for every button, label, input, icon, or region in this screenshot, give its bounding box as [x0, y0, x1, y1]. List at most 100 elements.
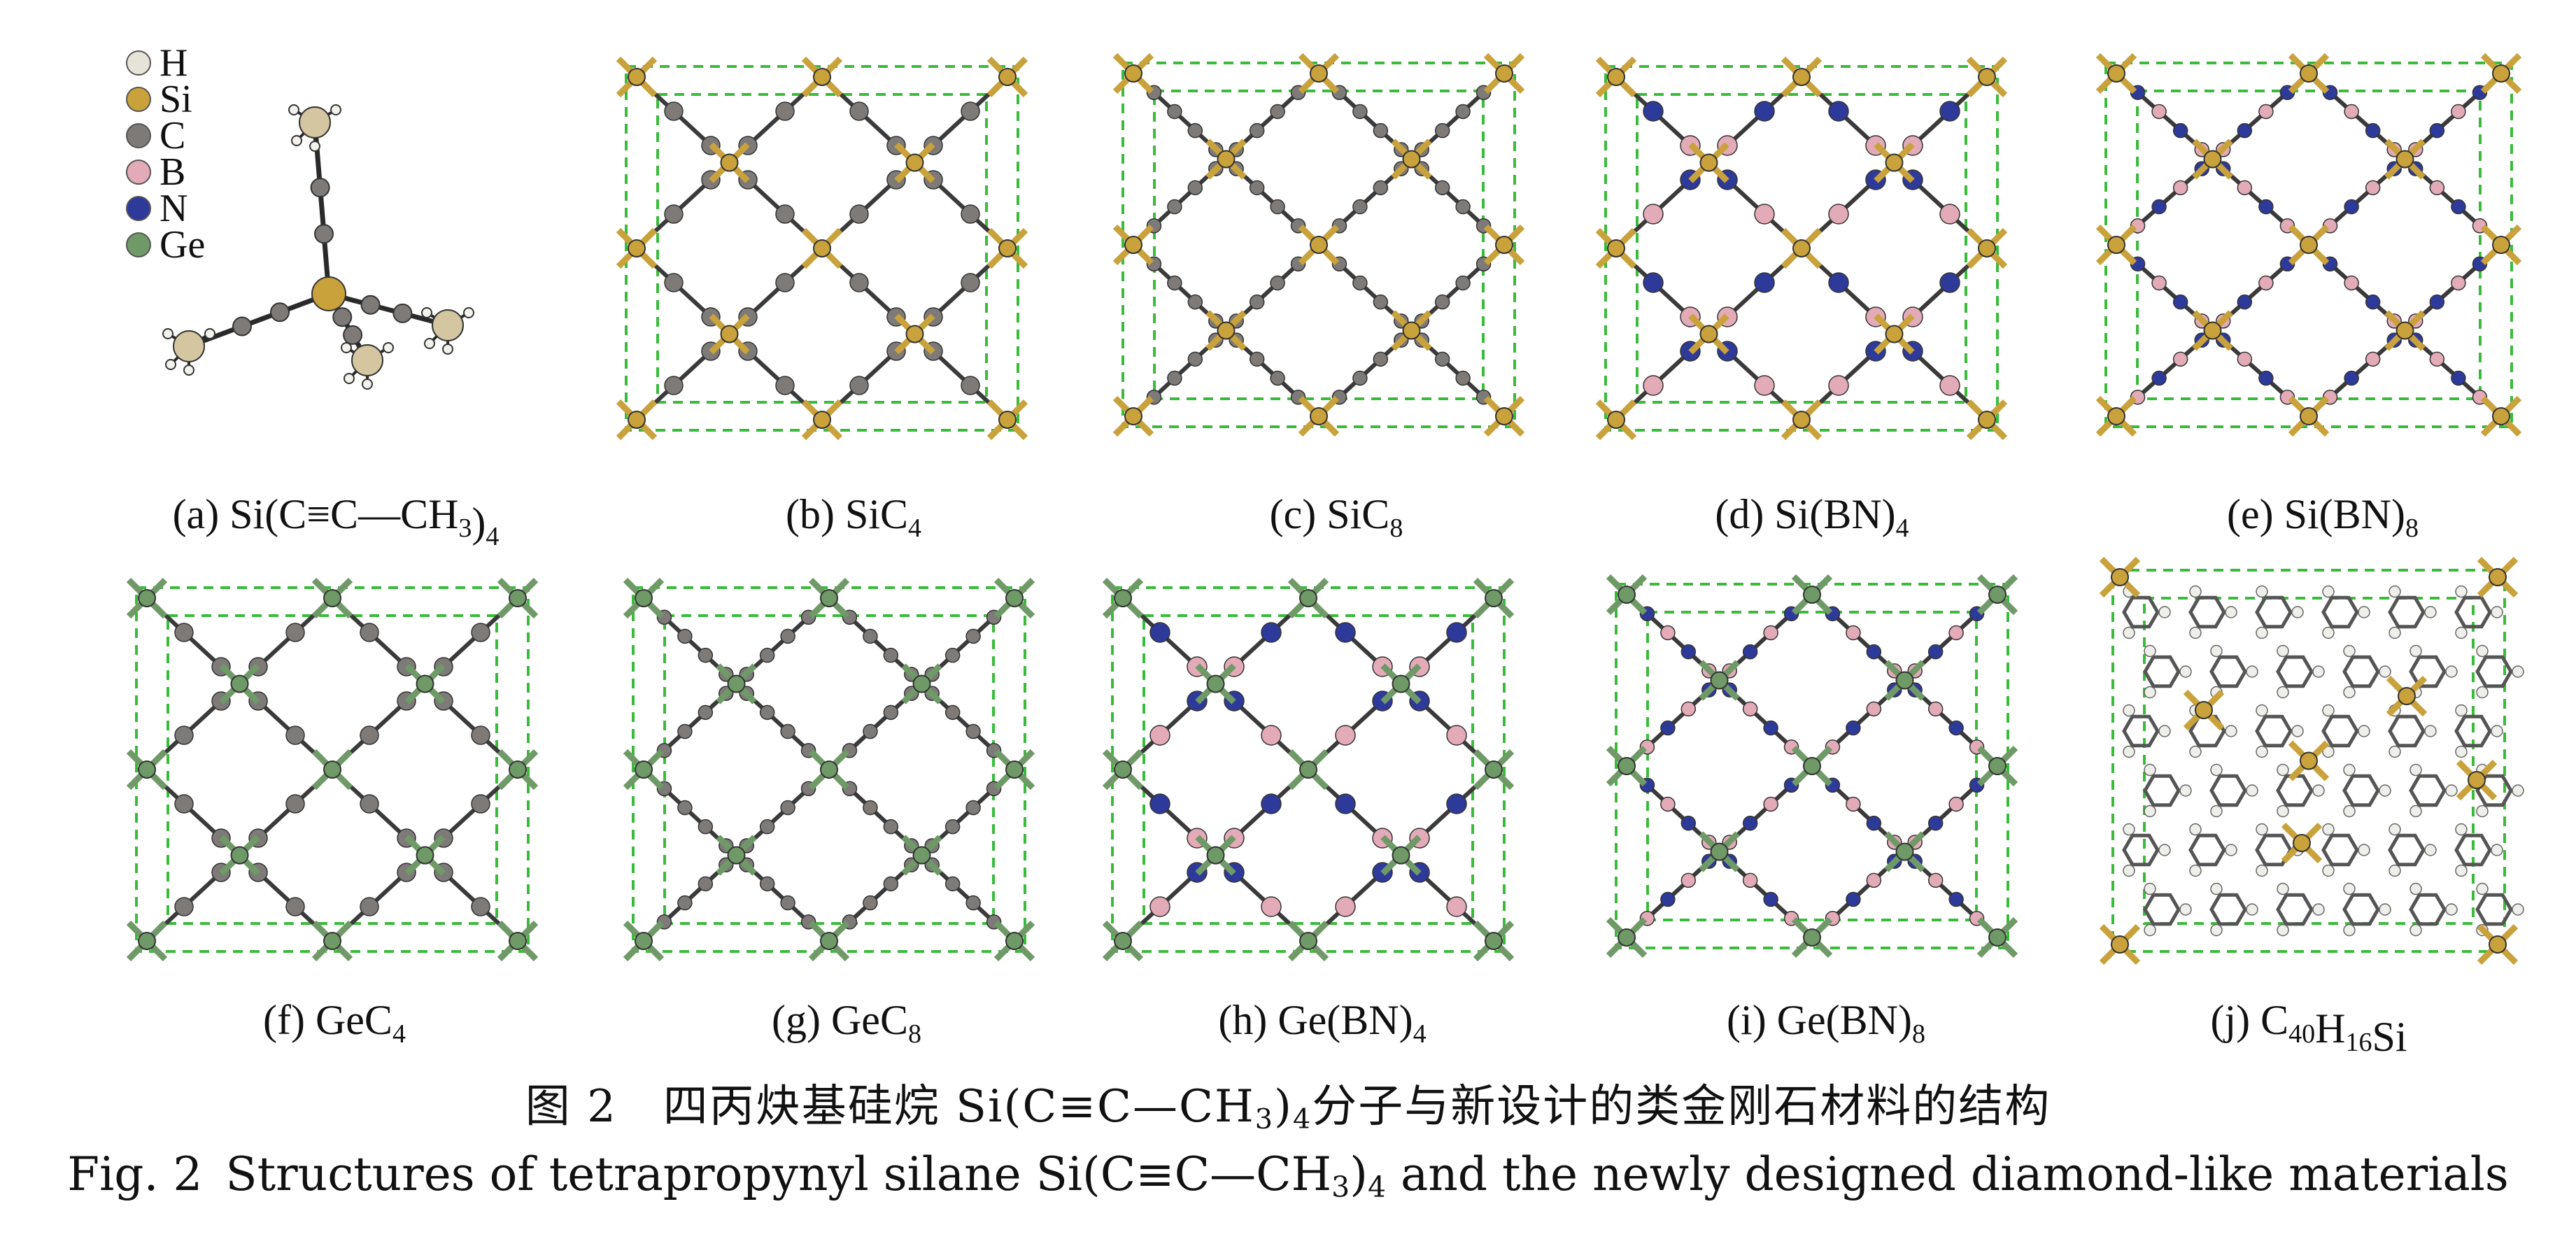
node-atom [416, 846, 434, 865]
chain-atom [863, 723, 878, 739]
chain-atom [944, 819, 961, 835]
benzene-ring [2342, 893, 2380, 926]
node-atom [1803, 928, 1821, 947]
chain-atom [1446, 896, 1467, 917]
chain-atom [1249, 294, 1265, 310]
chain-atom [1373, 180, 1389, 196]
chain-atom [849, 101, 869, 121]
node-atom [2489, 568, 2507, 586]
benzene-ring [2209, 655, 2247, 688]
unit-cell-outer [135, 586, 530, 953]
chain-atom [1187, 351, 1203, 367]
chain-atom [1446, 793, 1467, 814]
chain-atom [677, 800, 693, 816]
chain-atom [1335, 793, 1356, 814]
carbon-atom [314, 224, 334, 244]
chain-atom [1643, 101, 1664, 122]
chain-atom [1660, 891, 1676, 907]
hydrogen-atom [2343, 805, 2356, 818]
node-atom [138, 760, 156, 779]
chain-atom [2258, 275, 2274, 291]
node-atom [912, 674, 931, 693]
chain-atom [664, 376, 684, 395]
chain-atom [677, 628, 693, 644]
benzene-ring [2255, 595, 2293, 629]
bond-line [328, 291, 448, 328]
hydrogen-atom [162, 328, 174, 339]
chain-atom [2237, 180, 2253, 196]
chain-atom [1373, 351, 1389, 367]
chain-atom [1763, 625, 1778, 641]
hydrogen-atom [2343, 644, 2356, 658]
legend-item-h: H [126, 41, 187, 85]
hydrogen-atom [2158, 844, 2171, 856]
chain-atom [1927, 872, 1944, 889]
node-atom [1114, 932, 1132, 950]
hydrogen-atom [2476, 644, 2489, 658]
chain-atom [1927, 644, 1944, 660]
title-cn-sub1: 3 [1254, 1103, 1275, 1135]
chain-atom [1446, 725, 1467, 746]
hydrogen-atom [2455, 864, 2468, 877]
hydrogen-atom [2123, 626, 2135, 639]
hydrogen-atom [2291, 606, 2304, 618]
chain-atom [759, 876, 775, 892]
chain-atom [2344, 370, 2359, 386]
hydrogen-atom [2409, 882, 2422, 895]
legend-swatch-c [126, 123, 151, 148]
node-atom [820, 589, 838, 607]
hydrogen-atom [341, 342, 352, 353]
chain-atom [759, 705, 775, 721]
node-atom [2492, 407, 2510, 425]
chain-atom [1149, 896, 1170, 917]
hydrogen-atom [2343, 923, 2356, 937]
benzene-ring [2143, 893, 2181, 926]
chain-atom [961, 376, 980, 395]
node-atom [1299, 589, 1317, 607]
caption-panel-j: (j) C40H16Si [2210, 997, 2407, 1060]
crystal-structures [126, 52, 2524, 965]
chain-atom [883, 705, 899, 721]
node-atom [820, 932, 838, 950]
chain-atom [1261, 896, 1282, 917]
methyl-carbon-atom [432, 309, 464, 341]
hydrogen-atom [2144, 923, 2156, 937]
node-atom [2398, 687, 2416, 705]
chain-atom [780, 800, 795, 816]
chain-atom [1352, 199, 1368, 215]
caption-panel-c: (c) SiC8 [1270, 491, 1403, 543]
chain-atom [1660, 796, 1676, 812]
node-atom [628, 68, 646, 86]
hydrogen-atom [2455, 745, 2468, 758]
caption-panel-b: (b) SiC4 [786, 491, 921, 543]
node-atom [1005, 760, 1024, 779]
hydrogen-atom [2445, 665, 2458, 678]
crystal-panel-sic4 [616, 56, 1028, 441]
chain-atom [2237, 351, 2253, 367]
chain-atom [1828, 375, 1849, 396]
node-atom [2489, 935, 2507, 954]
hydrogen-atom [2379, 903, 2391, 916]
node-atom [905, 153, 924, 172]
benzene-ring [2342, 774, 2380, 807]
hydrogen-atom [2256, 626, 2268, 639]
hydrogen-atom [2312, 665, 2325, 678]
chain-atom [471, 897, 490, 916]
benzene-ring [2321, 714, 2359, 748]
hydrogen-atom [463, 307, 474, 318]
unit-cell-inner [2143, 597, 2475, 925]
figure-title-chinese: 图 2 四丙炔基硅烷 Si(C≡C—CH3)4分子与新设计的类金刚石材料的结构 [0, 1070, 2576, 1135]
hydrogen-atom [2123, 864, 2135, 877]
chain-atom [1149, 725, 1170, 746]
node-atom [1699, 153, 1718, 172]
hydrogen-atom [2512, 784, 2524, 797]
chain-atom [1866, 872, 1882, 889]
chain-atom [2365, 294, 2381, 310]
hydrogen-atom [165, 359, 176, 370]
node-atom [813, 239, 831, 257]
node-atom [1895, 842, 1914, 861]
node-atom [727, 846, 746, 865]
node-atom [138, 589, 156, 607]
